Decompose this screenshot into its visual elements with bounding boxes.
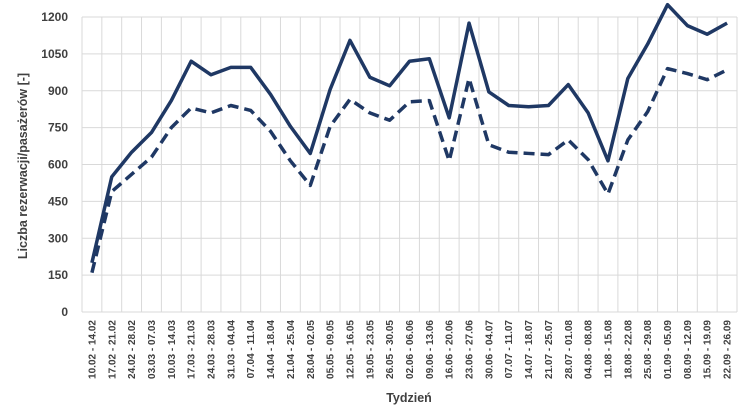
- x-tick-label: 01.09 - 05.09: [663, 320, 674, 379]
- y-axis-ticks: 0 150 300 450 600 750 900 1050 1200: [41, 10, 68, 319]
- x-tick-label: 25.08 - 29.08: [643, 320, 654, 379]
- x-tick-label: 17.02 - 21.02: [107, 320, 118, 379]
- x-tick-label: 24.03 - 28.03: [207, 320, 218, 379]
- x-tick-label: 30.06 - 04.07: [484, 320, 495, 379]
- x-tick-label: 21.07 - 25.07: [544, 320, 555, 379]
- series-line-solid: [90, 2, 728, 264]
- y-tick-label: 1200: [41, 10, 68, 24]
- y-tick-label: 450: [48, 194, 68, 208]
- x-tick-label: 12.05 - 16.05: [345, 320, 356, 379]
- x-tick-label: 02.06 - 06.06: [405, 320, 416, 379]
- x-tick-label: 14.04 - 18.04: [266, 320, 277, 379]
- y-tick-label: 900: [48, 84, 68, 98]
- y-tick-label: 750: [48, 121, 68, 135]
- x-tick-label: 22.09 - 26.09: [723, 320, 734, 379]
- y-tick-label: 150: [48, 268, 68, 282]
- x-tick-label: 28.07 - 01.08: [564, 320, 575, 379]
- x-tick-label: 11.08 - 15.08: [603, 320, 614, 379]
- x-tick-label: 10.03 - 14.03: [167, 320, 178, 379]
- x-tick-label: 28.04 - 02.05: [306, 320, 317, 379]
- x-tick-label: 21.04 - 25.04: [286, 320, 297, 379]
- x-tick-label: 19.05 - 23.05: [365, 320, 376, 379]
- y-tick-label: 0: [61, 305, 68, 319]
- x-tick-label: 26.05 - 30.05: [385, 320, 396, 379]
- x-tick-label: 23.06 - 27.06: [465, 320, 476, 379]
- x-tick-label: 05.05 - 09.05: [326, 320, 337, 379]
- x-tick-label: 08.09 - 12.09: [683, 320, 694, 379]
- series-lines: [90, 2, 728, 274]
- x-tick-label: 24.02 - 28.02: [127, 320, 138, 379]
- x-tick-label: 09.06 - 13.06: [425, 320, 436, 379]
- x-tick-label: 16.06 - 20.06: [445, 320, 456, 379]
- x-tick-label: 17.03 - 21.03: [187, 320, 198, 379]
- x-tick-label: 07.07 - 11.07: [504, 320, 515, 379]
- x-tick-label: 07.04 - 11.04: [246, 320, 257, 379]
- y-tick-label: 300: [48, 231, 68, 245]
- x-tick-label: 14.07 - 18.07: [524, 320, 535, 379]
- x-tick-label: 10.02 - 14.02: [87, 320, 98, 379]
- y-tick-label: 600: [48, 158, 68, 172]
- series-line-dashed: [90, 66, 728, 274]
- x-axis-ticks: 10.02 - 14.02 17.02 - 21.02 24.02 - 28.02 0…: [87, 320, 733, 379]
- y-axis-title: Liczba rezerwacji/pasażerów [-]: [16, 73, 30, 259]
- y-tick-label: 1050: [41, 47, 68, 61]
- x-tick-label: 31.03 - 04.04: [226, 320, 237, 379]
- x-tick-label: 03.03 - 07.03: [147, 320, 158, 379]
- x-axis-title: Tydzień: [386, 391, 432, 405]
- x-tick-label: 15.09 - 19.09: [703, 320, 714, 379]
- x-tick-label: 04.08 - 08.08: [584, 320, 595, 379]
- x-tick-label: 18.08 - 22.08: [623, 320, 634, 379]
